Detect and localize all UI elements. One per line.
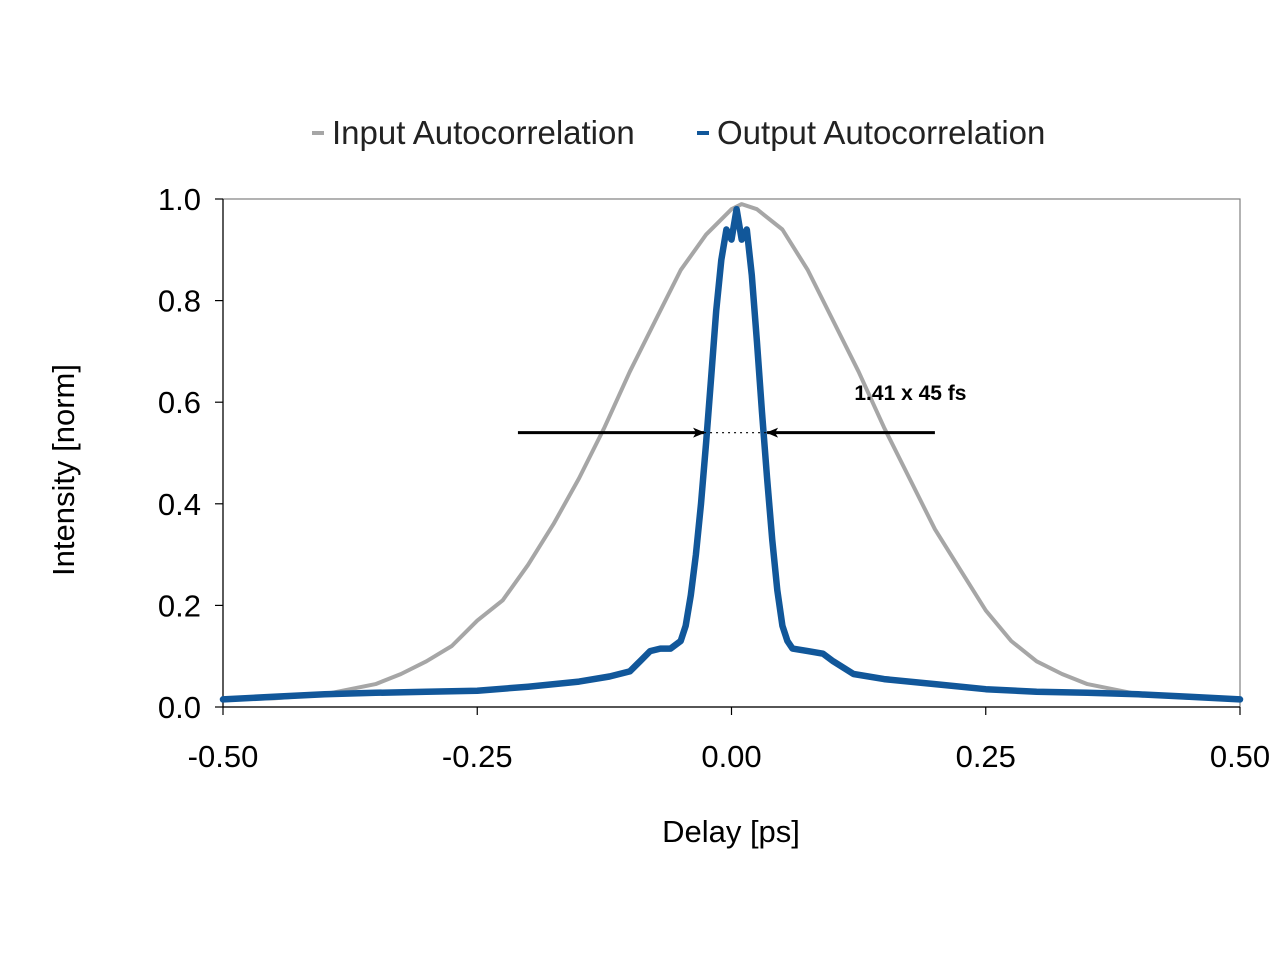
y-tick-label: 1.0 <box>158 182 201 217</box>
legend: Input Autocorrelation Output Autocorrela… <box>312 114 1045 151</box>
series-layer <box>219 202 1244 703</box>
x-tick-label: 0.50 <box>1210 739 1270 774</box>
y-tick-label: 0.0 <box>158 690 201 725</box>
x-tick-label: -0.25 <box>442 739 513 774</box>
output-autocorrelation-line <box>219 205 1244 703</box>
input-autocorrelation-line <box>221 202 1242 702</box>
y-tick-label: 0.6 <box>158 385 201 420</box>
y-axis: 0.0 0.2 0.4 0.6 0.8 1.0 <box>158 182 224 725</box>
y-tick-label: 0.8 <box>158 284 201 319</box>
x-axis-title: Delay [ps] <box>662 814 800 849</box>
legend-label-input: Input Autocorrelation <box>332 114 635 151</box>
x-tick-label: 0.25 <box>956 739 1016 774</box>
x-tick-label: -0.50 <box>188 739 259 774</box>
legend-label-output: Output Autocorrelation <box>717 114 1045 151</box>
y-tick-label: 0.4 <box>158 487 201 522</box>
x-axis: -0.50 -0.25 0.00 0.25 0.50 <box>188 706 1270 774</box>
plot-area <box>222 198 1241 708</box>
fwhm-annotation: 1.41 x 45 fs <box>517 382 966 438</box>
x-tick-label: 0.00 <box>701 739 761 774</box>
fwhm-label: 1.41 x 45 fs <box>854 382 966 405</box>
y-axis-title: Intensity [norm] <box>46 364 81 576</box>
y-tick-label: 0.2 <box>158 588 201 623</box>
